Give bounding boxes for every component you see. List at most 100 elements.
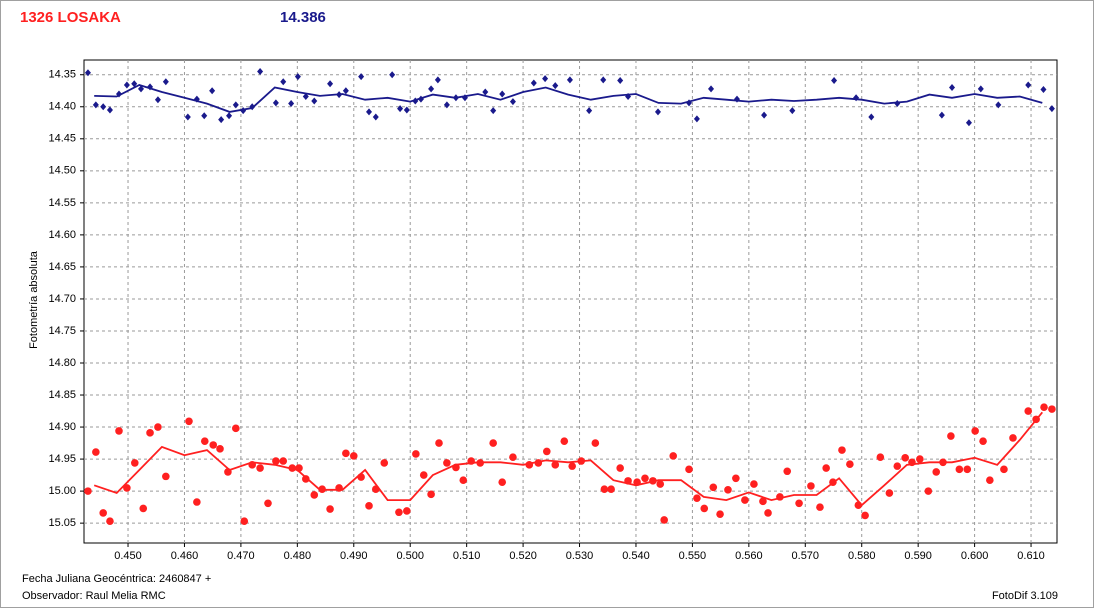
data-point [232,101,239,109]
data-point [591,439,600,447]
data-point [700,504,709,513]
data-point [326,505,334,513]
data-point [84,487,92,495]
data-point [476,459,484,467]
data-point [403,507,411,515]
data-point [349,452,358,460]
data-point [435,439,443,447]
data-point [427,490,435,499]
data-point [552,82,559,90]
data-point [358,73,365,81]
data-point [185,417,193,426]
data-point [302,93,309,101]
data-point [733,95,740,103]
data-point [971,427,979,435]
data-point [1032,415,1040,424]
data-point [949,84,956,92]
x-tick-label: 0.500 [396,550,424,562]
data-point [764,509,772,517]
data-point [371,485,380,493]
data-point [838,446,846,454]
data-point [389,71,396,79]
data-point [861,511,869,520]
data-point [147,83,154,91]
data-point [272,99,279,107]
data-point [551,461,560,469]
x-tick-label: 0.560 [735,550,763,562]
data-point [795,499,803,508]
data-point [686,99,693,107]
data-point [979,437,987,445]
y-tick-label: 14.70 [48,293,76,305]
data-point [542,75,549,83]
data-point [248,461,256,469]
x-tick-label: 0.580 [848,550,876,562]
data-point [193,95,200,103]
y-tick-label: 14.95 [48,453,76,465]
data-point [138,85,145,93]
data-point [288,100,295,108]
data-point [759,497,767,506]
data-point [901,454,909,462]
x-tick-label: 0.610 [1017,550,1045,562]
data-point [633,478,641,486]
data-point [218,116,225,124]
data-point [311,97,318,105]
data-point [106,517,114,526]
data-point [649,477,657,485]
data-point [761,111,768,119]
data-point [1048,105,1055,113]
x-tick-label: 0.600 [961,550,989,562]
data-point [279,457,288,465]
data-point [908,458,916,467]
data-point [709,483,718,492]
data-point [310,491,319,499]
y-tick-label: 14.40 [48,101,76,113]
y-tick-label: 14.55 [48,197,76,209]
data-point [154,96,161,104]
data-point [130,459,139,467]
data-point [92,448,100,456]
data-point [224,468,232,476]
data-point [1025,81,1032,89]
data-point [776,493,784,501]
data-point [1009,434,1017,442]
data-point [257,68,264,76]
data-point [977,85,984,93]
chart-title: 1326 LOSAKA [20,9,121,26]
data-point [232,424,240,433]
data-point [403,106,410,114]
data-point [318,485,326,493]
x-tick-label: 0.540 [622,550,650,562]
data-point [693,494,701,502]
y-axis-label: Fotometría absoluta [28,250,40,349]
data-point [461,94,468,102]
data-point [100,103,107,111]
y-tick-label: 15.05 [48,517,76,529]
data-point [732,474,740,483]
data-point [489,439,497,447]
data-point [357,473,365,481]
data-point [607,485,615,493]
data-point [443,101,450,109]
data-point [459,476,468,485]
data-point [995,101,1002,109]
data-point [499,90,506,98]
data-point [226,112,233,120]
data-point [264,499,272,508]
data-point [876,453,885,461]
x-tick-label: 0.460 [171,550,199,562]
data-point [380,459,389,467]
data-point [566,76,573,84]
data-point [482,88,489,96]
data-point [434,76,441,84]
data-point [600,76,607,84]
data-point [395,508,403,517]
data-point [295,464,303,472]
data-point [829,478,837,486]
data-point [288,464,297,472]
data-point [586,107,593,115]
data-point [947,432,955,440]
data-point [939,458,947,467]
